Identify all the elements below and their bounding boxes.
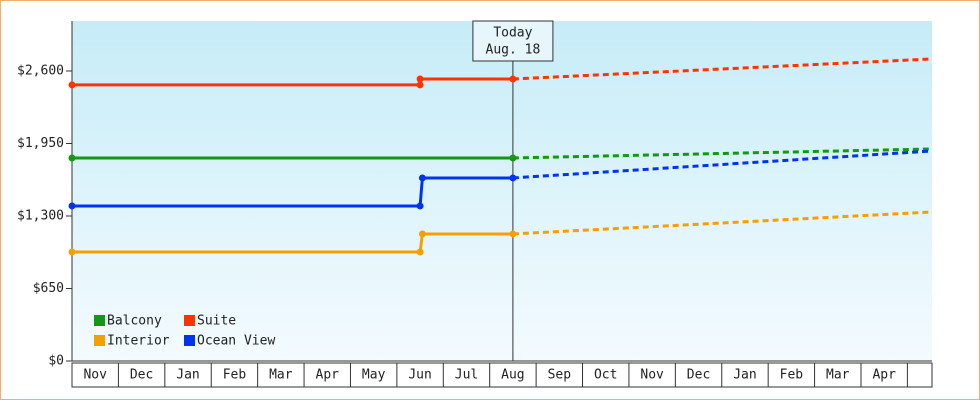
legend-swatch	[184, 335, 195, 346]
legend-swatch	[94, 315, 105, 326]
x-band	[71, 362, 933, 388]
x-tick-label: Oct	[594, 368, 617, 383]
legend-label: Suite	[197, 314, 236, 329]
today-box	[472, 20, 554, 62]
plot-area	[72, 21, 932, 361]
x-tick-label: Nov	[83, 368, 107, 383]
x-tick-label: Jan	[733, 368, 756, 383]
point	[416, 202, 424, 210]
y-tick-label: $650	[33, 281, 64, 296]
price-line	[72, 232, 513, 254]
point	[509, 154, 517, 162]
legend-swatch	[94, 335, 105, 346]
x-tick-label: Mar	[826, 368, 850, 383]
x-tick-label: Apr	[316, 368, 340, 383]
y-tick-label: $1,300	[17, 208, 64, 223]
x-tick-label: Aug	[501, 368, 524, 383]
y-tick-label: $1,950	[17, 136, 64, 151]
legend-label: Interior	[107, 334, 170, 349]
legend-label: Balcony	[107, 314, 162, 329]
y-tick-label: $0	[48, 354, 64, 369]
today-date: Aug. 18	[486, 43, 541, 58]
today-label: Today	[493, 26, 532, 41]
price-line	[72, 176, 513, 208]
x-tick-label: May	[362, 368, 386, 383]
point	[416, 81, 424, 89]
y-tick-label: $2,600	[17, 63, 64, 78]
x-tick-label: Apr	[872, 368, 896, 383]
point	[68, 154, 76, 162]
x-tick-label: Feb	[223, 368, 247, 383]
point	[418, 174, 426, 182]
x-tick-label: Jun	[408, 368, 431, 383]
point	[509, 75, 517, 83]
legend-label: Ocean View	[197, 334, 275, 349]
x-tick-label: Nov	[640, 368, 664, 383]
x-tick-label: Jan	[176, 368, 199, 383]
legend-swatch	[184, 315, 195, 326]
point	[509, 174, 517, 182]
point	[68, 81, 76, 89]
point	[68, 202, 76, 210]
x-tick-label: Dec	[687, 368, 710, 383]
x-tick-label: Jul	[455, 368, 478, 383]
point	[416, 75, 424, 83]
point	[509, 230, 517, 238]
point	[68, 248, 76, 256]
x-tick-label: Feb	[780, 368, 804, 383]
x-tick-label: Mar	[269, 368, 293, 383]
point	[418, 230, 426, 238]
x-tick-label: Sep	[548, 368, 572, 383]
point	[416, 248, 424, 256]
x-tick-label: Dec	[130, 368, 153, 383]
